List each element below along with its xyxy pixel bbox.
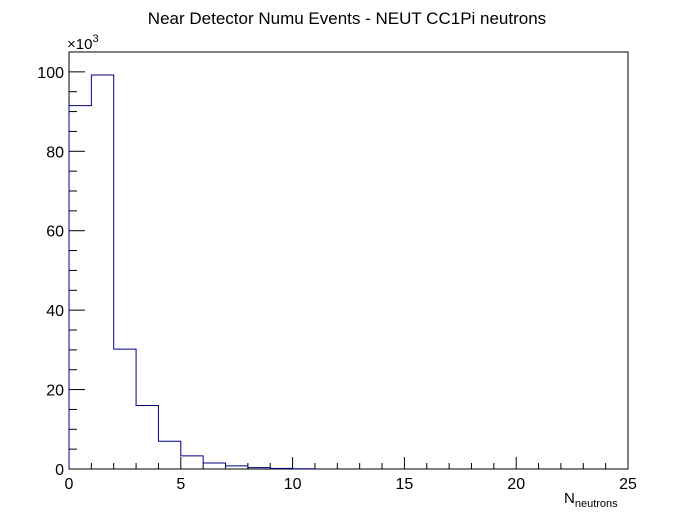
y-tick-label: 80 [46,144,64,161]
x-tick-label: 5 [176,476,185,493]
x-axis-label-subscript: neutrons [575,498,618,510]
y-tick-label: 60 [46,224,64,241]
x-axis-tick-labels: 0 5 10 15 20 25 [65,476,637,493]
x-axis-ticks [68,457,629,469]
x-tick-label: 15 [396,476,414,493]
x-tick-label: 25 [619,476,637,493]
y-tick-label: 40 [46,303,64,320]
histogram-series-line [68,74,316,470]
y-axis-multiplier: ×103 [67,33,99,53]
y-axis-tick-labels: 0 20 40 60 80 100 [37,65,64,479]
x-tick-label: 10 [284,476,302,493]
y-tick-label: 0 [55,462,64,479]
x-axis-label: Nneutrons [564,490,618,510]
y-axis-multiplier-exponent: 3 [92,33,98,45]
y-tick-label: 100 [37,65,64,82]
chart-title: Near Detector Numu Events - NEUT CC1Pi n… [148,9,546,28]
x-tick-label: 0 [65,476,74,493]
x-tick-label: 20 [507,476,525,493]
y-tick-label: 20 [46,383,64,400]
plot-frame [68,51,629,470]
y-axis-ticks [69,51,85,470]
